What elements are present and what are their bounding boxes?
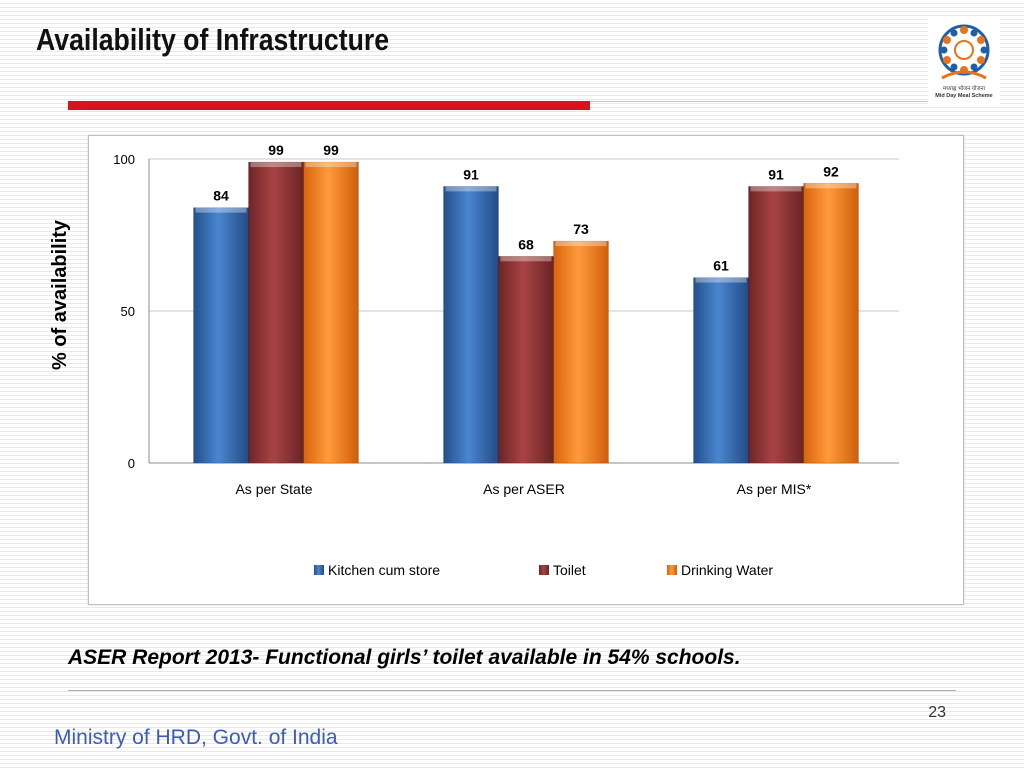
- x-tick-label: As per MIS*: [737, 481, 812, 497]
- bar-highlight: [500, 256, 552, 262]
- bar: [193, 207, 249, 464]
- y-axis-title: % of availability: [49, 219, 71, 370]
- bar: [803, 183, 859, 464]
- data-label: 61: [713, 258, 729, 274]
- y-tick-label: 100: [113, 152, 135, 167]
- x-tick-label: As per State: [235, 481, 312, 497]
- legend-label: Toilet: [553, 562, 586, 578]
- x-tick-label: As per ASER: [483, 481, 565, 497]
- bar: [693, 277, 749, 464]
- mid-day-meal-logo: मध्याह्न भोजन योजना Mid Day Meal Scheme: [928, 18, 1000, 104]
- bar-chart: 0 50 100 84 99 99 As per State 91 68 73 As per ASE…: [113, 142, 899, 578]
- page-number: 23: [928, 704, 946, 721]
- bar-highlight: [305, 162, 357, 168]
- bar-highlight: [445, 186, 497, 192]
- logo-text-english: Mid Day Meal Scheme: [935, 93, 993, 99]
- logo-emblem-icon: [938, 24, 990, 80]
- bar: [553, 240, 609, 464]
- chart-area: 0 50 100 84 99 99 As per State 91 68 73 As per ASE…: [88, 135, 964, 605]
- slide-title: Availability of Infrastructure: [36, 22, 390, 57]
- data-label: 91: [768, 166, 784, 182]
- bar-highlight: [195, 207, 247, 213]
- bar-highlight: [555, 241, 607, 247]
- y-tick-label: 50: [121, 304, 135, 319]
- bar: [248, 161, 304, 464]
- data-label: 84: [213, 188, 229, 204]
- caption-divider: [68, 690, 956, 691]
- data-label: 73: [573, 221, 589, 237]
- legend-swatch: [667, 565, 677, 575]
- data-label: 91: [463, 166, 479, 182]
- footer-ministry: Ministry of HRD, Govt. of India: [54, 726, 338, 749]
- bar: [498, 256, 554, 464]
- legend-label: Drinking Water: [681, 562, 773, 578]
- bar: [443, 186, 499, 464]
- bar-highlight: [750, 186, 802, 192]
- bar: [303, 161, 359, 464]
- bar-highlight: [250, 162, 302, 168]
- title-underline-accent: [68, 101, 590, 110]
- bar: [748, 186, 804, 464]
- data-label: 99: [323, 142, 339, 158]
- data-label: 92: [823, 163, 839, 179]
- slide-caption: ASER Report 2013- Functional girls’ toil…: [68, 646, 741, 669]
- y-tick-label: 0: [128, 456, 135, 471]
- legend-swatch: [314, 565, 324, 575]
- data-label: 68: [518, 236, 534, 252]
- logo-text-hindi: मध्याह्न भोजन योजना: [942, 86, 986, 92]
- legend-swatch: [539, 565, 549, 575]
- data-label: 99: [268, 142, 284, 158]
- bar-highlight: [805, 183, 857, 189]
- legend-label: Kitchen cum store: [328, 562, 440, 578]
- bar-highlight: [695, 277, 747, 283]
